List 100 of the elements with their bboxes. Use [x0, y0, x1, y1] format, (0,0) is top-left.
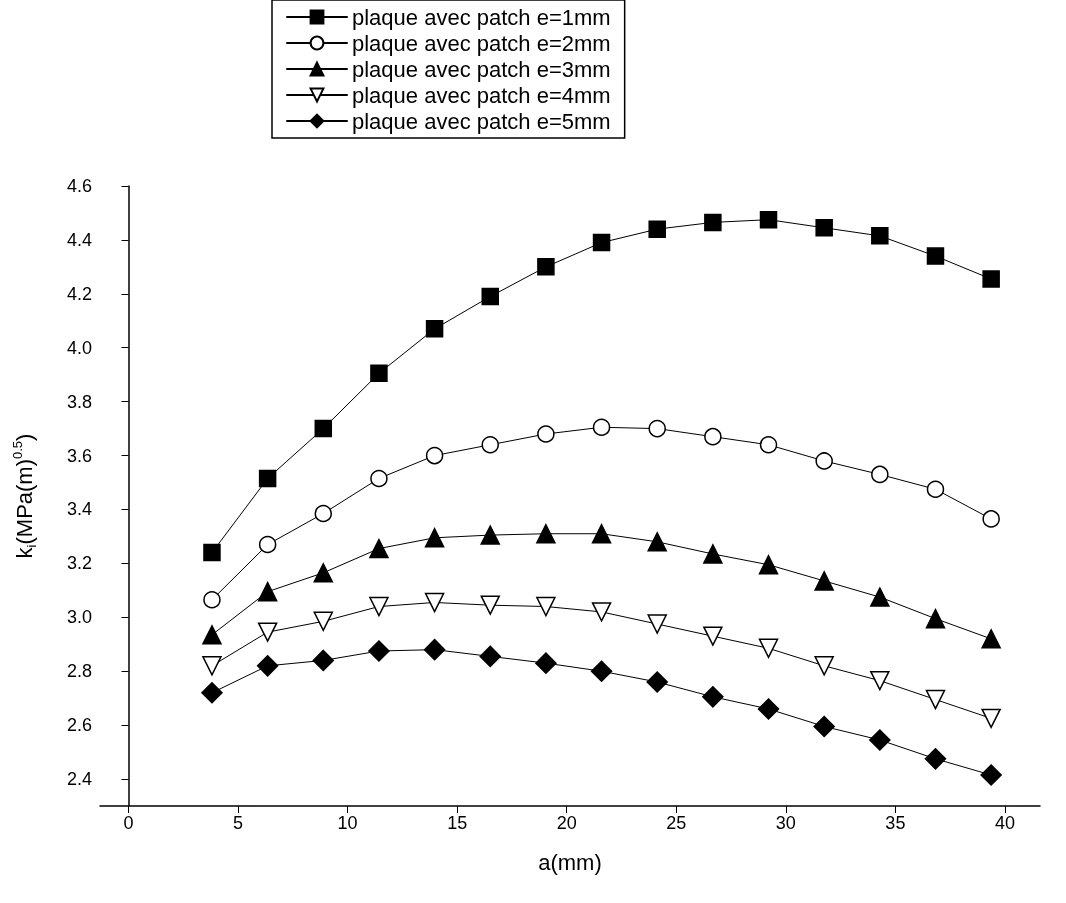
y-tick-label: 3.0	[66, 607, 92, 628]
point	[370, 364, 388, 383]
point	[926, 480, 945, 499]
point	[480, 595, 500, 615]
point	[814, 571, 834, 591]
point	[647, 614, 667, 634]
point	[203, 591, 221, 609]
x-tick-label: 35	[885, 813, 906, 833]
point	[425, 320, 444, 338]
point	[757, 698, 780, 720]
point	[257, 622, 278, 642]
y-tick-label: 4.6	[66, 176, 92, 196]
point	[481, 436, 499, 454]
point	[201, 682, 223, 704]
point	[537, 425, 555, 443]
y-tick-label: 2.6	[66, 715, 92, 736]
point	[980, 764, 1002, 786]
point	[313, 611, 334, 632]
y-tick-label: 3.6	[66, 445, 92, 466]
point	[591, 602, 612, 622]
point	[648, 220, 666, 238]
point	[592, 233, 611, 252]
point	[704, 213, 722, 232]
point	[924, 748, 947, 770]
point	[814, 656, 834, 676]
point	[590, 660, 613, 682]
y-tick-label: 3.8	[66, 391, 92, 412]
y-tick-label: 2.8	[66, 661, 92, 682]
point	[646, 671, 668, 693]
point	[981, 708, 1001, 729]
point	[704, 427, 722, 446]
point	[703, 544, 723, 564]
point	[871, 465, 889, 484]
point	[480, 525, 500, 545]
point	[815, 219, 833, 237]
point	[647, 532, 667, 552]
point	[424, 528, 445, 548]
point	[815, 452, 833, 470]
point	[925, 689, 946, 710]
point	[982, 510, 1000, 528]
point	[424, 592, 445, 613]
point	[369, 538, 389, 559]
point	[758, 638, 779, 659]
point	[648, 419, 666, 438]
x-tick-label: 40	[994, 813, 1015, 833]
point	[256, 655, 279, 677]
point	[203, 543, 221, 562]
point	[758, 554, 779, 575]
x-tick-label: 5	[233, 813, 244, 833]
point	[313, 563, 334, 583]
y-tick-label: 4.2	[66, 283, 92, 304]
point	[536, 596, 556, 617]
point	[703, 626, 723, 646]
point	[702, 686, 724, 708]
x-tick-label: 10	[337, 813, 358, 833]
y-tick-label: 4.4	[66, 229, 92, 250]
x-tick-label: 25	[666, 813, 687, 833]
y-tick-label: 3.4	[66, 499, 92, 520]
legend-label: plaque avec patch e=1mm	[352, 4, 611, 30]
point	[258, 469, 277, 488]
point	[536, 523, 556, 544]
y-axis-title: ki(MPa(m)0.5)	[10, 433, 39, 559]
point	[592, 418, 611, 437]
x-tick-label: 15	[447, 813, 468, 833]
point	[368, 640, 390, 662]
legend-label: plaque avec patch e=3mm	[352, 56, 611, 82]
point	[591, 523, 612, 544]
point	[258, 535, 277, 554]
point	[813, 715, 835, 738]
point	[759, 210, 778, 229]
point	[926, 247, 945, 265]
point	[369, 596, 389, 617]
y-tick-label: 2.4	[66, 769, 92, 790]
point	[314, 419, 333, 438]
point	[370, 469, 388, 488]
legend-label: plaque avec patch e=4mm	[352, 82, 611, 108]
point	[312, 649, 335, 672]
point	[870, 587, 890, 607]
x-axis-title: a(mm)	[538, 849, 602, 875]
point	[925, 608, 946, 629]
point	[982, 270, 1000, 288]
point	[479, 645, 501, 668]
point	[202, 625, 222, 645]
point	[481, 287, 499, 306]
legend-label: plaque avec patch e=2mm	[352, 30, 611, 56]
point	[314, 504, 333, 523]
point	[759, 436, 778, 454]
point	[425, 446, 444, 465]
y-tick-label: 4.0	[66, 337, 92, 358]
point	[535, 652, 557, 674]
legend-label: plaque avec patch e=5mm	[352, 108, 611, 134]
x-tick-label: 20	[556, 813, 577, 833]
x-tick-label: 0	[123, 813, 134, 833]
point	[423, 638, 446, 661]
point	[871, 227, 889, 245]
point	[257, 581, 278, 602]
y-tick-label: 3.2	[66, 553, 92, 574]
point	[537, 258, 555, 276]
point	[981, 629, 1001, 649]
point	[869, 729, 891, 751]
